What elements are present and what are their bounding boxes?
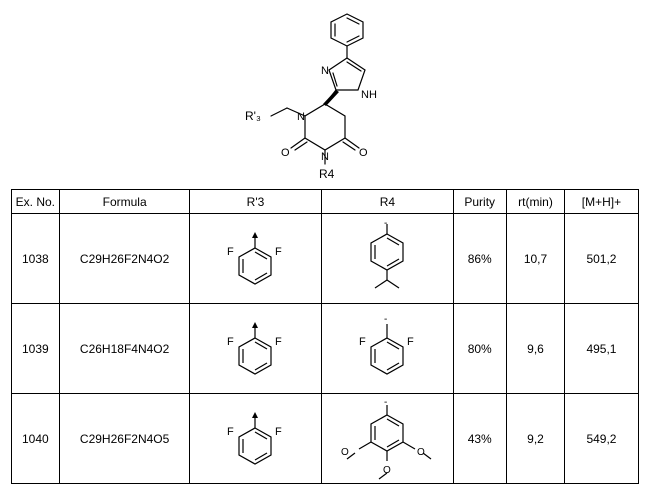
col-header-rt: rt(min) bbox=[506, 190, 565, 214]
cell-r4: - bbox=[321, 214, 453, 304]
cell-ex: 1039 bbox=[11, 304, 60, 394]
page-container: { "headers": { "ex": "Ex. No.", "formula… bbox=[0, 0, 649, 500]
cell-purity: 80% bbox=[453, 304, 506, 394]
svg-text:F: F bbox=[407, 336, 414, 348]
r3-structure-icon: F F bbox=[209, 400, 301, 478]
r4-structure-icon: - O O O bbox=[331, 397, 443, 481]
table-row: 1038 C29H26F2N4O2 F F bbox=[11, 214, 638, 304]
svg-text:F: F bbox=[227, 336, 234, 348]
svg-text:F: F bbox=[227, 246, 234, 258]
svg-text:NH: NH bbox=[361, 89, 377, 101]
table-row: 1040 C29H26F2N4O5 F F bbox=[11, 394, 638, 484]
col-header-r3: R'3 bbox=[190, 190, 322, 214]
cell-rt: 9,6 bbox=[506, 304, 565, 394]
svg-text:-: - bbox=[384, 218, 387, 229]
cell-formula: C29H26F2N4O2 bbox=[60, 214, 190, 304]
cell-r3: F F bbox=[190, 304, 322, 394]
cell-mh: 549,2 bbox=[565, 394, 638, 484]
scaffold-svg: N NH N N O O R'₃ bbox=[225, 8, 425, 183]
col-header-ex: Ex. No. bbox=[11, 190, 60, 214]
svg-text:F: F bbox=[275, 426, 282, 438]
r4-structure-icon: - F F bbox=[341, 310, 433, 388]
r3-structure-icon: F F bbox=[209, 220, 301, 298]
cell-formula: C29H26F2N4O5 bbox=[60, 394, 190, 484]
svg-text:-: - bbox=[384, 314, 387, 325]
col-header-mh: [M+H]+ bbox=[565, 190, 638, 214]
cell-r4: - F F bbox=[321, 304, 453, 394]
cell-formula: C26H18F4N4O2 bbox=[60, 304, 190, 394]
compound-table: Ex. No. Formula R'3 R4 Purity rt(min) [M… bbox=[11, 189, 639, 484]
cell-r3: F F bbox=[190, 214, 322, 304]
cell-r3: F F bbox=[190, 394, 322, 484]
cell-rt: 10,7 bbox=[506, 214, 565, 304]
table-row: 1039 C26H18F4N4O2 F F bbox=[11, 304, 638, 394]
svg-text:F: F bbox=[275, 336, 282, 348]
svg-text:F: F bbox=[227, 426, 234, 438]
r3-structure-icon: F F bbox=[209, 310, 301, 388]
svg-text:F: F bbox=[275, 246, 282, 258]
svg-text:R'₃: R'₃ bbox=[245, 109, 261, 123]
cell-ex: 1038 bbox=[11, 214, 60, 304]
r4-structure-icon: - bbox=[337, 218, 437, 300]
header-row: Ex. No. Formula R'3 R4 Purity rt(min) [M… bbox=[11, 190, 638, 214]
cell-purity: 86% bbox=[453, 214, 506, 304]
svg-text:R4: R4 bbox=[319, 167, 335, 181]
cell-mh: 495,1 bbox=[565, 304, 638, 394]
svg-text:F: F bbox=[359, 336, 366, 348]
svg-text:O: O bbox=[417, 447, 425, 458]
col-header-formula: Formula bbox=[60, 190, 190, 214]
col-header-r4: R4 bbox=[321, 190, 453, 214]
cell-mh: 501,2 bbox=[565, 214, 638, 304]
svg-text:O: O bbox=[359, 147, 368, 159]
cell-purity: 43% bbox=[453, 394, 506, 484]
cell-rt: 9,2 bbox=[506, 394, 565, 484]
svg-text:N: N bbox=[321, 65, 329, 77]
col-header-purity: Purity bbox=[453, 190, 506, 214]
svg-text:-: - bbox=[384, 397, 387, 408]
cell-r4: - O O O bbox=[321, 394, 453, 484]
svg-text:O: O bbox=[281, 147, 290, 159]
cell-ex: 1040 bbox=[11, 394, 60, 484]
svg-text:O: O bbox=[341, 447, 349, 458]
scaffold-structure: N NH N N O O R'₃ bbox=[0, 8, 649, 183]
